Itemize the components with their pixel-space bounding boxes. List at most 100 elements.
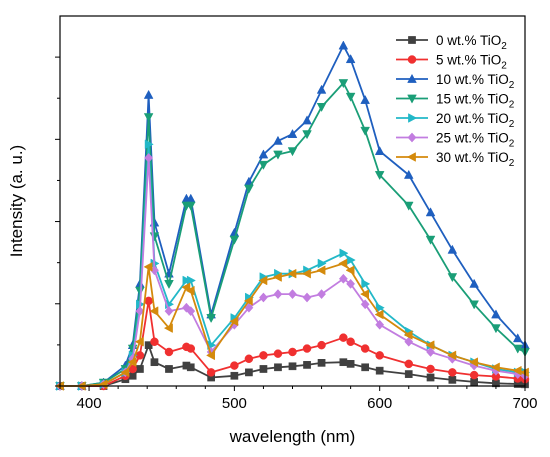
- data-point: [143, 113, 154, 123]
- data-point: [361, 279, 371, 289]
- data-point: [375, 366, 384, 375]
- data-point: [244, 184, 254, 194]
- data-point: [317, 359, 326, 367]
- data-point: [407, 132, 417, 143]
- data-point: [407, 94, 417, 104]
- data-point: [143, 89, 154, 99]
- data-point: [425, 235, 436, 245]
- data-point: [150, 358, 159, 367]
- data-point: [339, 333, 348, 342]
- data-point: [403, 169, 414, 179]
- data-point: [272, 272, 282, 282]
- data-point: [360, 126, 370, 136]
- data-point: [317, 340, 326, 350]
- data-point: [346, 360, 355, 368]
- data-point: [469, 370, 479, 380]
- data-point: [404, 336, 414, 347]
- data-point: [469, 300, 479, 310]
- data-point: [360, 299, 370, 310]
- data-point: [345, 92, 356, 102]
- data-point: [338, 258, 348, 269]
- series-1: [55, 296, 530, 391]
- data-point: [245, 368, 253, 377]
- data-point: [375, 319, 385, 330]
- data-point: [164, 306, 174, 317]
- data-point: [425, 340, 435, 350]
- data-point: [345, 54, 356, 64]
- data-point: [447, 244, 458, 254]
- data-point: [273, 289, 283, 300]
- data-point: [144, 139, 154, 150]
- data-point: [243, 296, 253, 306]
- legend-item: 15 wt.% TiO2: [396, 92, 515, 111]
- data-point: [404, 370, 413, 378]
- data-point: [274, 363, 282, 372]
- data-point: [163, 323, 173, 333]
- data-point: [512, 365, 522, 376]
- legend-item: 25 wt.% TiO2: [396, 131, 515, 150]
- data-point: [338, 40, 349, 50]
- data-point: [404, 359, 413, 369]
- data-point: [230, 361, 239, 370]
- data-point: [127, 357, 137, 367]
- data-point: [338, 273, 348, 284]
- legend-item: 10 wt.% TiO2: [396, 72, 515, 91]
- data-point: [448, 376, 457, 384]
- data-point: [258, 160, 269, 170]
- data-point: [259, 365, 268, 373]
- data-point: [143, 262, 153, 272]
- data-point: [408, 113, 418, 123]
- data-point: [426, 364, 435, 374]
- data-point: [301, 268, 311, 279]
- series-layer: [54, 40, 531, 392]
- data-point: [287, 128, 298, 138]
- data-point: [302, 344, 312, 353]
- data-point: [185, 285, 195, 296]
- data-point: [374, 171, 385, 181]
- data-point: [287, 268, 297, 279]
- data-point: [447, 350, 457, 361]
- data-point: [491, 324, 501, 334]
- series-3: [55, 79, 530, 392]
- data-point: [303, 361, 311, 369]
- data-point: [258, 149, 269, 159]
- data-point: [186, 363, 195, 372]
- data-point: [229, 235, 240, 245]
- data-point: [316, 84, 327, 94]
- data-point: [165, 365, 173, 373]
- data-point: [288, 289, 297, 300]
- data-point: [512, 344, 523, 354]
- data-point: [302, 292, 312, 303]
- data-point: [346, 337, 355, 346]
- series-line: [60, 82, 526, 387]
- data-point: [361, 363, 370, 372]
- axis-layer: 400 500 600 700: [55, 56, 538, 412]
- legend-label: 5 wt.% TiO2: [436, 53, 507, 72]
- y-axis-label: Intensity (a. u.): [7, 145, 26, 257]
- data-point: [316, 265, 326, 276]
- data-point: [229, 316, 239, 327]
- data-point: [186, 344, 196, 353]
- legend-item: 20 wt.% TiO2: [396, 111, 515, 130]
- data-point: [469, 357, 478, 367]
- x-axis-label: wavelength (nm): [229, 427, 356, 446]
- data-point: [490, 362, 500, 373]
- data-point: [128, 371, 137, 380]
- data-point: [425, 207, 436, 217]
- data-point: [136, 365, 144, 373]
- data-point: [512, 333, 523, 343]
- x-tick-label: 700: [512, 395, 537, 412]
- data-point: [360, 344, 370, 353]
- data-point: [135, 306, 145, 317]
- legend-label: 15 wt.% TiO2: [436, 92, 515, 111]
- legend-label: 25 wt.% TiO2: [436, 131, 515, 150]
- data-point: [206, 368, 216, 377]
- legend-item: 5 wt.% TiO2: [396, 53, 507, 72]
- data-point: [288, 362, 297, 371]
- data-point: [164, 347, 174, 357]
- data-point: [339, 248, 349, 259]
- data-point: [447, 273, 458, 283]
- data-point: [259, 292, 268, 303]
